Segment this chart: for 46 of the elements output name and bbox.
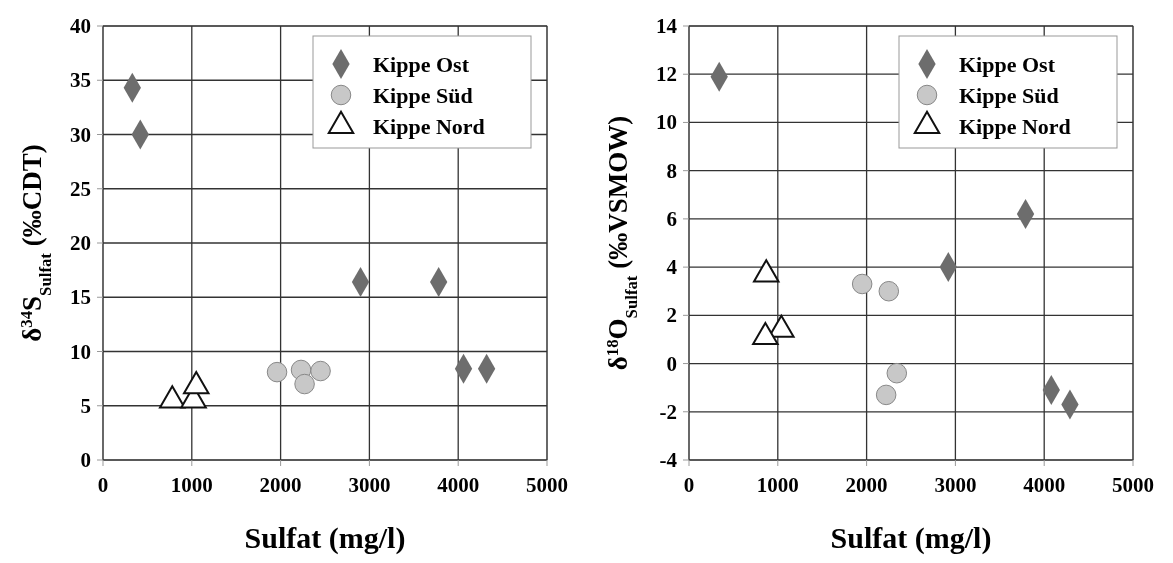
y-tick-label: 14 [656,14,678,38]
x-tick-label: 1000 [170,473,213,497]
y-tick-label: -2 [659,399,677,424]
y-tick-label: -4 [659,448,678,472]
y-tick-label: 15 [70,285,91,310]
x-tick-label: 1000 [756,473,799,497]
y-tick-label: 0 [666,351,677,376]
legend-label: Kippe Ost [959,52,1056,77]
point [878,280,900,302]
x-tick-label: 0 [97,473,109,497]
y-tick-label: 20 [70,231,91,255]
legend-label: Kippe Süd [373,83,473,108]
x-tick-label: 0 [683,473,695,497]
point [294,373,315,395]
x-tick-label: 5000 [1112,473,1154,497]
legend-label: Kippe Nord [373,114,485,139]
point [266,361,288,383]
y-tick-label: 40 [70,14,91,38]
x-tick-label: 3000 [934,473,977,497]
y-tick-label: 6 [666,206,677,231]
y-tick-label: 30 [70,122,91,147]
y-tick-label: 35 [70,68,91,93]
point [886,362,908,384]
y-tick-label: 4 [666,255,678,280]
x-tick-label: 3000 [348,473,391,497]
x-tick-label: 2000 [259,473,302,497]
y-tick-label: 12 [656,62,677,87]
legend-label: Kippe Ost [373,52,470,77]
y-tick-label: 0 [80,448,91,472]
x-axis-title: Sulfat (mg/l) [830,521,992,555]
x-axis-title: Sulfat (mg/l) [244,521,406,555]
x-tick-label: 4000 [437,473,480,497]
y-tick-label: 25 [70,176,91,201]
point [310,360,331,382]
y-tick-label: 5 [80,393,91,418]
legend-label: Kippe Nord [959,114,1071,139]
y-tick-label: 2 [666,303,677,328]
legend-label: Kippe Süd [959,83,1059,108]
x-tick-label: 5000 [526,473,568,497]
y-tick-label: 10 [656,110,677,135]
point [851,273,873,295]
y-tick-label: 10 [70,339,91,364]
x-tick-label: 4000 [1023,473,1066,497]
x-tick-label: 2000 [845,473,888,497]
y-tick-label: 8 [666,158,677,183]
point [875,384,897,406]
